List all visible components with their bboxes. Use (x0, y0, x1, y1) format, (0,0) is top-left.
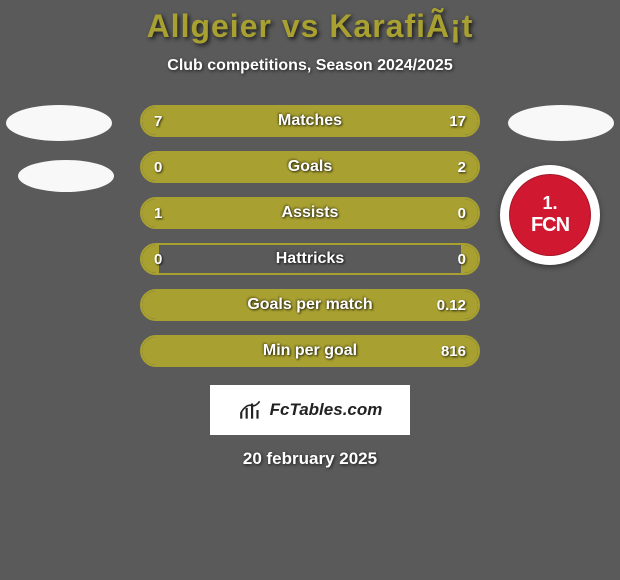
club-badge-top: 1. (542, 194, 557, 214)
bar-label: Goals (142, 153, 478, 181)
club-badge-inner: 1. FCN (509, 174, 591, 256)
bar-value-right: 2 (458, 153, 466, 181)
club-badge-bottom: FCN (531, 214, 569, 236)
source-text: FcTables.com (270, 400, 383, 420)
player-left-oval-2 (18, 160, 114, 192)
bar-label: Matches (142, 107, 478, 135)
bar-value-right: 17 (449, 107, 466, 135)
player-left-oval-1 (6, 105, 112, 141)
bar-value-right: 0 (458, 199, 466, 227)
stats-area: 1. FCN 7 Matches 17 0 Goals 2 (0, 105, 620, 469)
bar-value-right: 0 (458, 245, 466, 273)
bar-value-right: 0.12 (437, 291, 466, 319)
bar-value-right: 816 (441, 337, 466, 365)
stat-row-goals: 0 Goals 2 (140, 151, 480, 183)
page-subtitle: Club competitions, Season 2024/2025 (0, 57, 620, 75)
page-title: Allgeier vs KarafiÃ¡t (0, 8, 620, 45)
stat-row-min-per-goal: Min per goal 816 (140, 335, 480, 367)
stat-row-hattricks: 0 Hattricks 0 (140, 243, 480, 275)
date-text: 20 february 2025 (0, 449, 620, 469)
stat-row-matches: 7 Matches 17 (140, 105, 480, 137)
bar-label: Hattricks (142, 245, 478, 273)
stat-row-assists: 1 Assists 0 (140, 197, 480, 229)
source-badge: FcTables.com (210, 385, 410, 435)
club-badge: 1. FCN (500, 165, 600, 265)
stat-bars: 7 Matches 17 0 Goals 2 1 Assists 0 (140, 105, 480, 367)
chart-icon (238, 397, 264, 423)
bar-label: Assists (142, 199, 478, 227)
bar-label: Goals per match (142, 291, 478, 319)
player-right-oval-1 (508, 105, 614, 141)
bar-label: Min per goal (142, 337, 478, 365)
stat-row-goals-per-match: Goals per match 0.12 (140, 289, 480, 321)
comparison-infographic: Allgeier vs KarafiÃ¡t Club competitions,… (0, 0, 620, 580)
